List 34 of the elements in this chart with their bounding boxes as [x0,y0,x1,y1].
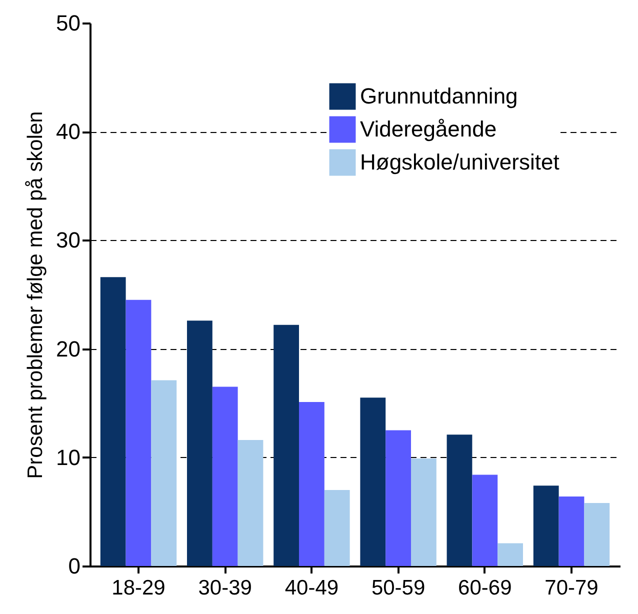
bar [274,324,299,566]
bar [238,440,264,566]
y-tick-label: 50 [56,10,80,36]
bar [498,543,524,566]
bar [558,496,584,566]
bar [126,300,152,566]
bar [186,320,212,566]
bar [360,398,386,566]
bar [472,474,498,566]
x-tick-label: 60-69 [458,576,512,600]
y-tick-label: 0 [68,554,80,578]
bar [100,277,126,566]
legend-label: Høgskole/universitet [360,150,560,174]
y-axis-title: Prosent problemer følge med på skolen [24,111,48,479]
y-tick-label: 10 [56,444,80,470]
bar [533,486,559,566]
x-tick-label: 70-79 [544,576,598,600]
y-tick-label: 20 [56,336,80,362]
bar [446,434,472,566]
y-tick-label: 30 [56,228,80,253]
x-tick-label: 50-59 [371,576,426,600]
y-tick-label: 40 [56,119,80,144]
x-tick-label: 40-49 [284,576,339,600]
bar [151,380,177,566]
bar [299,402,324,566]
bar [411,458,436,566]
x-tick-label: 18-29 [112,576,166,600]
bar [584,503,610,566]
bar [212,386,238,566]
x-tick-label: 30-39 [198,576,252,600]
bar [386,430,411,566]
bar [324,490,350,566]
legend-label: Grunnutdanning [360,84,518,108]
legend-label: Videregående [360,116,497,142]
